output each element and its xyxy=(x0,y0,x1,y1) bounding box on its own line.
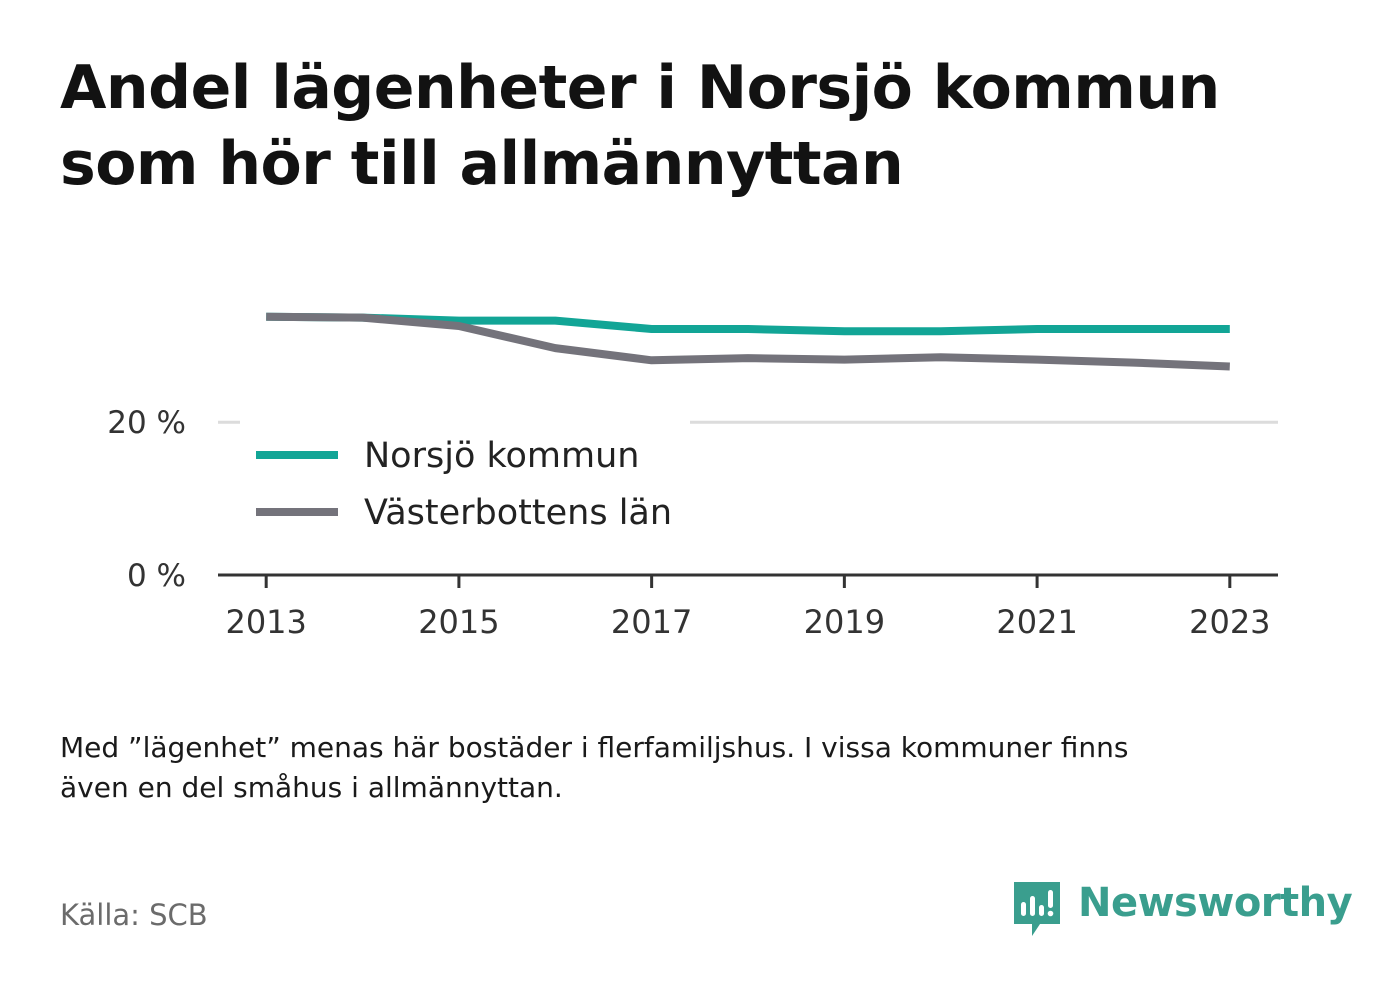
x-tick-label: 2023 xyxy=(1189,603,1270,641)
chart-note-line-2: även en del småhus i allmännyttan. xyxy=(60,771,563,804)
y-tick-label: 0 % xyxy=(127,558,186,594)
legend: Norsjö kommun Västerbottens län xyxy=(240,418,690,548)
chart-title-line-2: som hör till allmännyttan xyxy=(60,129,904,199)
x-tick-label: 2013 xyxy=(225,603,306,641)
brand-name: Newsworthy xyxy=(1078,880,1353,926)
x-tick-label: 2021 xyxy=(996,603,1077,641)
x-tick-label: 2015 xyxy=(418,603,499,641)
legend-label-2: Västerbottens län xyxy=(364,493,672,533)
axes: 0 % 20 % 2013 2015 2017 2019 2021 2023 xyxy=(107,405,1278,641)
legend-background xyxy=(240,418,690,548)
y-tick-label: 20 % xyxy=(107,405,186,441)
source-label: Källa: SCB xyxy=(60,898,208,932)
chart-note: Med ”lägenhet” menas här bostäder i fler… xyxy=(60,728,1320,808)
chart-title-line-1: Andel lägenheter i Norsjö kommun xyxy=(60,53,1220,123)
line-chart: Norsjö kommun Västerbottens län 0 % 20 % 20… xyxy=(107,312,1278,641)
newsworthy-logo-icon xyxy=(1014,882,1060,936)
newsworthy-logo: Newsworthy xyxy=(1010,878,1353,942)
x-tick-label: 2017 xyxy=(611,603,692,641)
chart-title: Andel lägenheter i Norsjö kommun som hör… xyxy=(60,50,1320,202)
series-lines xyxy=(266,312,1230,371)
legend-label-1: Norsjö kommun xyxy=(364,436,639,476)
x-tick-label: 2019 xyxy=(804,603,885,641)
chart-note-line-1: Med ”lägenhet” menas här bostäder i fler… xyxy=(60,731,1129,764)
series-line-2 xyxy=(266,312,1230,371)
